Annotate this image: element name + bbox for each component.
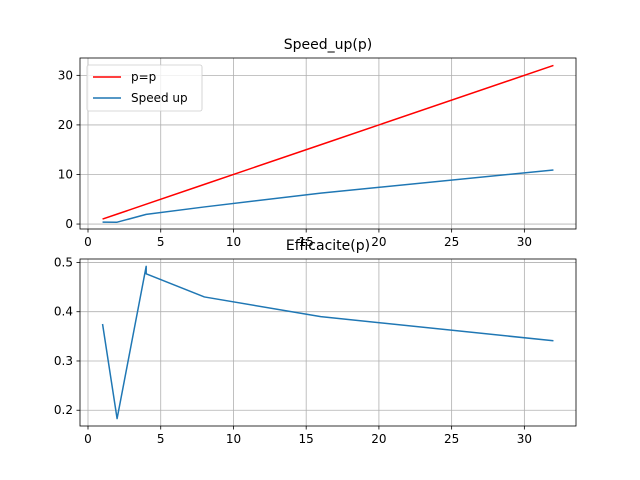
- x-tick-label: 20: [371, 235, 386, 249]
- efficacite-subplot: 0 5 10 15 20 25 30 0.2 0.3 0.4 0.5 Efficacite(p): [54, 238, 577, 446]
- x-tick-label: 15: [299, 235, 314, 249]
- speedup-ticks: 0 5 10 15 20 25 30 0 10 20 30: [58, 68, 532, 249]
- speedup-subplot: 0 5 10 15 20 25 30 0 10 20 30 Speed_up(p) p=p Spee…: [58, 37, 577, 249]
- x-tick-label: 20: [371, 432, 386, 446]
- speed-up-line: [102, 169, 554, 223]
- speedup-legend: p=p Speed up: [86, 64, 203, 112]
- x-tick-label: 30: [517, 432, 532, 446]
- legend-label-speed-up: Speed up: [131, 91, 188, 105]
- x-tick-label: 0: [84, 432, 92, 446]
- x-tick-label: 25: [444, 235, 459, 249]
- x-tick-label: 5: [157, 432, 165, 446]
- efficacite-axes-frame: [79, 258, 577, 427]
- y-tick-label: 0: [65, 217, 73, 231]
- y-tick-label: 30: [58, 68, 73, 82]
- efficacite-grid: [80, 259, 576, 426]
- legend-label-p-equals-p: p=p: [131, 70, 156, 84]
- p-p-line: [102, 64, 554, 220]
- speedup-lines: [102, 64, 554, 223]
- speedup-axes-frame: [79, 57, 577, 230]
- y-tick-label: 0.2: [54, 403, 73, 417]
- y-tick-label: 0.5: [54, 255, 73, 269]
- efficacite-title: Efficacite(p): [286, 238, 370, 254]
- efficacite-lines: [101, 265, 554, 420]
- x-tick-label: 25: [444, 432, 459, 446]
- speedup-title: Speed_up(p): [284, 37, 372, 53]
- x-tick-label: 10: [226, 432, 241, 446]
- y-tick-label: 0.3: [54, 354, 73, 368]
- x-tick-label: 10: [226, 235, 241, 249]
- y-tick-label: 10: [58, 167, 73, 181]
- efficacite-ticks: 0 5 10 15 20 25 30 0.2 0.3 0.4 0.5: [54, 255, 532, 446]
- series-line: [101, 265, 554, 420]
- y-tick-label: 0.4: [54, 305, 73, 319]
- y-tick-label: 20: [58, 118, 73, 132]
- x-tick-label: 30: [517, 235, 532, 249]
- x-tick-label: 15: [299, 432, 314, 446]
- x-tick-label: 5: [157, 235, 165, 249]
- x-tick-label: 0: [84, 235, 92, 249]
